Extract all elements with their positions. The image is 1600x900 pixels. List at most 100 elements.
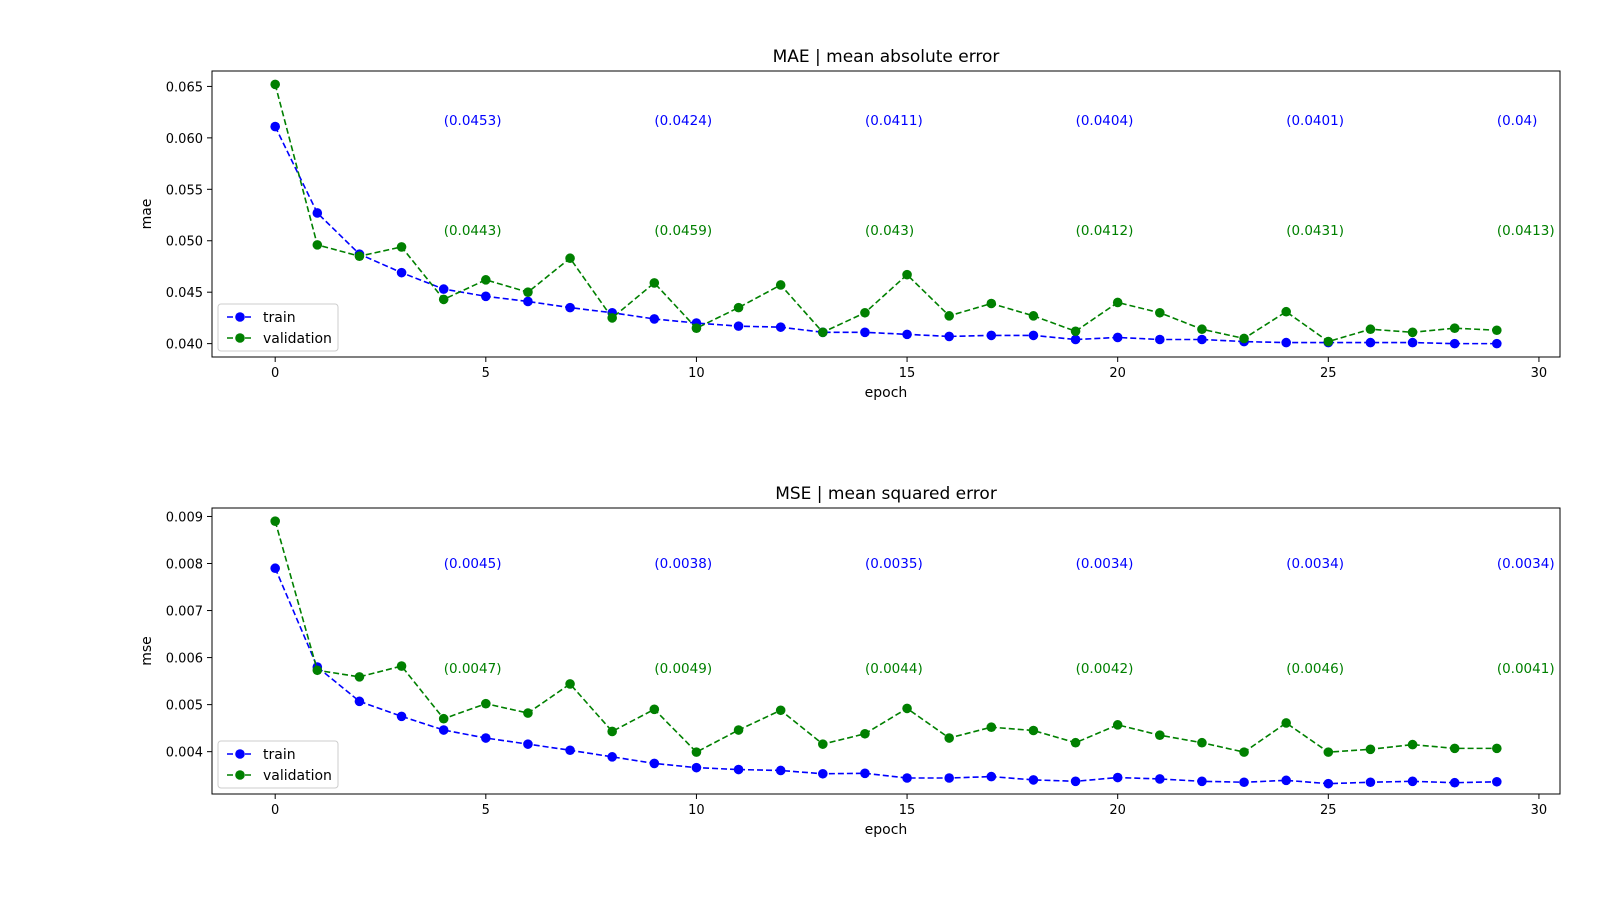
x-tick-label: 15 [899,366,916,381]
annotation-train: (0.0404) [1076,113,1134,129]
data-point-validation [523,287,533,297]
y-tick-label: 0.040 [166,338,203,353]
y-tick-label: 0.050 [166,235,203,250]
annotation-validation: (0.0412) [1076,223,1134,239]
data-point-train [270,563,280,574]
data-point-train [1323,778,1334,789]
data-point-validation [944,311,954,321]
data-point-train [438,725,449,735]
data-point-validation [1239,747,1249,757]
legend-box [217,303,339,352]
data-point-train [775,322,786,332]
data-point-validation [1070,326,1081,337]
annotation-train: (0.0034) [1286,556,1344,572]
data-point-validation [1281,306,1291,317]
data-point-train [1281,775,1291,786]
data-point-train [1239,777,1249,788]
annotation-validation: (0.043) [865,223,914,239]
data-point-validation [649,278,660,288]
data-point-validation [270,516,280,526]
data-point-train [481,291,491,302]
y-tick-label: 0.009 [166,510,203,525]
data-point-validation [1155,307,1165,318]
legend-marker-validation [235,770,245,780]
data-point-validation [1197,737,1207,748]
data-point-validation [396,242,407,252]
data-point-validation [1323,747,1334,757]
x-tick-label: 20 [1109,366,1126,381]
data-point-validation [1239,333,1249,344]
legend: train validation [217,740,339,789]
data-point-validation [565,253,575,264]
data-point-train [396,267,407,278]
y-tick-label: 0.007 [166,605,203,620]
data-point-train [565,302,575,313]
data-point-train [1492,338,1502,349]
x-tick-label: 30 [1531,366,1548,381]
data-point-train [1155,774,1165,784]
data-point-train [860,327,870,338]
data-point-train [775,765,786,776]
x-tick-label: 5 [482,366,490,381]
data-point-validation [775,280,786,290]
y-tick-label: 0.005 [166,699,203,714]
data-point-train [1365,337,1376,348]
data-point-validation [1070,737,1081,748]
series-line-validation [274,84,1497,343]
data-point-train [438,284,449,294]
annotation-validation: (0.0046) [1286,661,1344,677]
annotation-validation: (0.0413) [1497,223,1555,239]
data-point-validation [733,302,744,313]
annotation-train: (0.0034) [1497,556,1555,572]
data-point-train [396,711,407,722]
plot-title: MSE | mean squared error [775,484,997,504]
annotation-validation: (0.0443) [444,223,502,239]
annotation-train: (0.0034) [1076,556,1134,572]
data-point-validation [1197,324,1207,335]
data-point-validation [481,275,491,285]
plot-title: MAE | mean absolute error [773,47,1000,67]
data-point-train [1281,337,1291,348]
annotation-train: (0.0038) [654,556,712,572]
data-point-train [818,768,828,779]
data-point-train [312,208,323,218]
data-point-train [733,764,744,775]
data-point-validation [1492,743,1502,754]
data-point-train [1449,338,1460,349]
data-point-train [1407,337,1418,348]
x-tick-label: 15 [899,803,916,818]
data-point-train [733,321,744,331]
series-line-validation [274,520,1497,754]
legend-marker-train [235,749,245,759]
annotation-validation: (0.0431) [1286,223,1344,239]
data-point-train [691,762,702,773]
data-point-train [1112,332,1123,343]
data-point-validation [902,269,912,280]
data-point-validation [481,698,491,709]
x-tick-label: 25 [1320,366,1337,381]
data-point-validation [1365,744,1376,755]
x-tick-label: 0 [271,803,279,818]
annotation-train: (0.0045) [444,556,502,572]
data-point-validation [607,313,617,323]
annotation-validation: (0.0041) [1497,661,1555,677]
data-point-validation [733,725,744,735]
data-point-validation [1028,311,1039,321]
annotation-train: (0.0401) [1286,113,1344,129]
y-tick-label: 0.065 [166,80,203,95]
data-point-validation [1492,325,1502,336]
data-point-validation [607,726,617,737]
data-point-train [1028,775,1039,785]
legend-label-train: train [263,310,296,326]
series-line-train [274,567,1497,785]
y-tick-label: 0.008 [166,558,203,573]
data-point-train [902,329,912,340]
data-point-validation [986,722,997,733]
data-point-validation [1449,743,1460,754]
data-point-validation [354,672,365,682]
data-point-train [1155,334,1165,345]
mae-subplot: MAE | mean absolute error 0 5 10 15 20 25 30 epo… [139,47,1561,401]
legend-label-train: train [263,747,296,763]
data-point-train [1407,776,1418,787]
